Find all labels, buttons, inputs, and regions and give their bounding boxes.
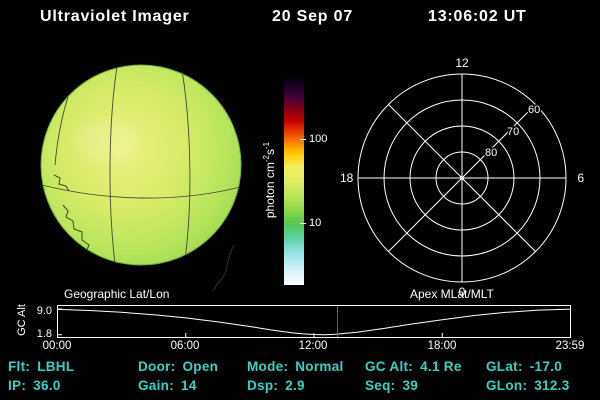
apex-polar-plot: 12 0 18 6 60 70 80 (340, 56, 584, 299)
time-tick-1800: 18:00 (427, 340, 457, 352)
uv-disk-image (40, 64, 242, 292)
status-mode: Mode: Normal (247, 359, 344, 374)
status-glat: GLat: -17.0 (486, 359, 563, 374)
polar-panel-label: Apex MLat/MLT (410, 287, 494, 301)
status-gc-alt: GC Alt: 4.1 Re (365, 359, 462, 374)
time-tick-0000: 00:00 (42, 340, 72, 352)
status-row-2: IP: 36.0 Gain: 14 Dsp: 2.9 Seq: 39 GLon: 312.… (0, 378, 600, 393)
status-flt: Flt: LBHL (8, 359, 75, 374)
mlat-ring-label-80: 80 (485, 147, 497, 159)
polar-center-dot (460, 176, 464, 180)
mlt-label-12: 12 (455, 56, 469, 70)
mlt-label-0: 0 (459, 285, 466, 299)
status-door: Door: Open (138, 359, 219, 374)
colorbar (284, 77, 304, 285)
mlat-ring-label-70: 70 (507, 126, 519, 138)
status-row-1: Flt: LBHL Door: Open Mode: Normal GC Alt: 4.… (0, 359, 600, 374)
status-glon: GLon: 312.3 (486, 378, 570, 393)
gc-alt-ytick-bottom: 1.8 (36, 328, 52, 340)
app-title: Ultraviolet Imager (40, 8, 190, 25)
strip-chart-ticks (57, 308, 443, 337)
colorbar-axis-label: photon cm-2s-1 (262, 141, 277, 219)
colorbar-tick-label-10: 10 (309, 217, 322, 229)
time-tick-1200: 12:00 (298, 340, 328, 352)
coastline-overlay (53, 174, 115, 265)
mlt-label-18: 18 (340, 171, 354, 185)
colorbar-tick-label-100: 100 (309, 133, 328, 145)
disk-panel-label: Geographic Lat/Lon (64, 287, 170, 301)
header-time: 13:06:02 UT (428, 8, 527, 25)
colorbar-tick-mark-100 (300, 139, 306, 140)
time-tick-0600: 06:00 (170, 340, 200, 352)
disk-texture (41, 65, 241, 265)
latlon-grid-lines (41, 65, 241, 265)
status-dsp: Dsp: 2.9 (247, 378, 305, 393)
mlat-ring-label-60: 60 (528, 104, 540, 116)
gc-alt-strip-chart (57, 305, 571, 338)
gc-alt-curve (57, 308, 571, 336)
colorbar-tick-mark-10 (300, 223, 306, 224)
header-date: 20 Sep 07 (272, 8, 354, 25)
mlt-label-6: 6 (577, 171, 584, 185)
status-gain: Gain: 14 (138, 378, 197, 393)
time-tick-2359: 23:59 (555, 340, 585, 352)
coastline-outside-limb (211, 244, 235, 292)
strip-chart-frame (57, 305, 571, 338)
status-seq: Seq: 39 (365, 378, 419, 393)
gc-alt-ytick-top: 9.0 (36, 305, 52, 317)
status-ip: IP: 36.0 (8, 378, 61, 393)
